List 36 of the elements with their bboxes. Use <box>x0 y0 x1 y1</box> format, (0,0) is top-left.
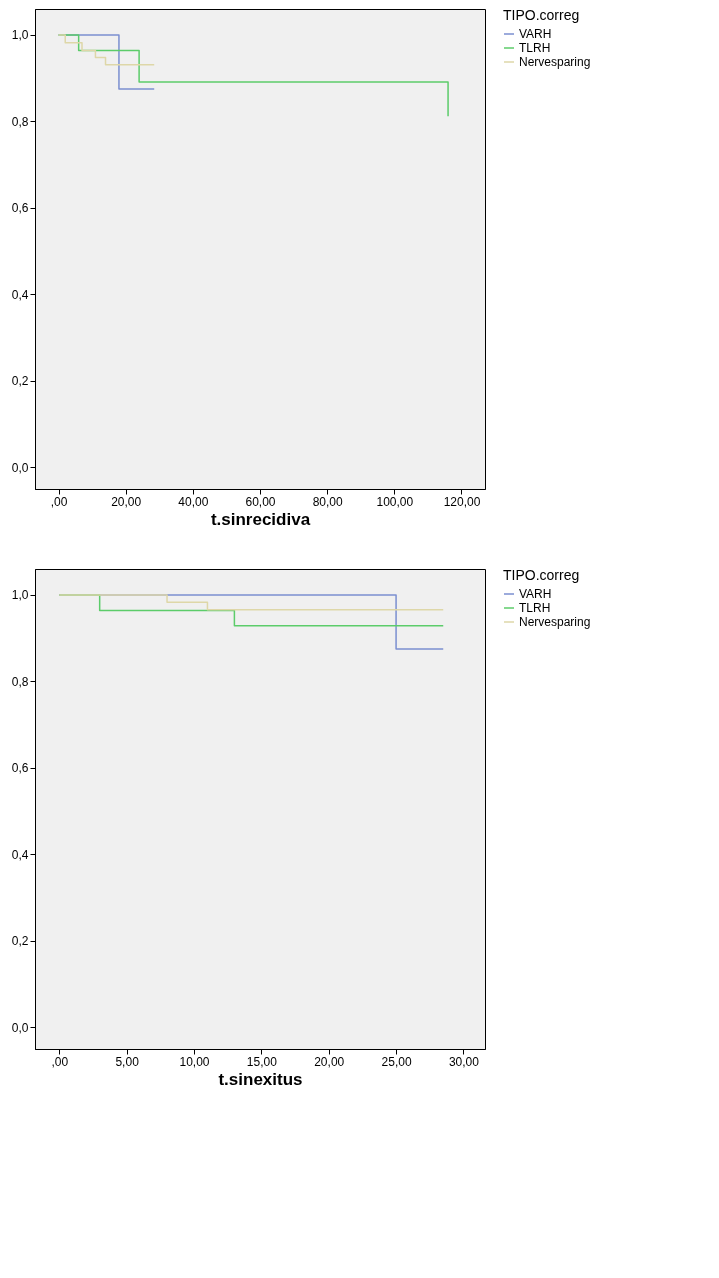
y-tick-label: 0,0 <box>11 460 29 475</box>
x-tick-label: 60,00 <box>245 494 276 509</box>
x-tick-label: 20,00 <box>111 494 142 509</box>
x-tick-label: 80,00 <box>312 494 343 509</box>
y-tick-label: 0,6 <box>11 201 29 216</box>
legend-label: Nervesparing <box>519 615 591 629</box>
legend-label: TLRH <box>519 601 551 615</box>
x-tick-label: 120,00 <box>443 494 481 509</box>
x-tick-label: 30,00 <box>448 1054 480 1069</box>
y-tick-label: 0,2 <box>11 934 29 949</box>
y-tick-label: 0,6 <box>11 761 29 776</box>
y-tick-label: 1,0 <box>11 28 29 43</box>
x-tick-label: 10,00 <box>179 1054 210 1069</box>
legend-label: TLRH <box>519 41 551 55</box>
x-tick-label: 25,00 <box>381 1054 412 1069</box>
y-tick-label: 0,4 <box>11 847 29 862</box>
x-axis-title: t.sinexitus <box>218 1069 303 1089</box>
y-tick-label: 0,8 <box>11 114 29 129</box>
x-tick-label: 100,00 <box>376 494 414 509</box>
y-tick-label: 0,4 <box>11 287 29 302</box>
y-tick-label: 0,2 <box>11 374 29 389</box>
x-tick-label: 15,00 <box>246 1054 278 1069</box>
x-axis-title: t.sinrecidiva <box>210 509 311 529</box>
legend-title: TIPO.correg <box>503 7 580 23</box>
legend-title: TIPO.correg <box>503 567 580 583</box>
x-tick-label: 5,00 <box>115 1054 140 1069</box>
x-tick-label: ,00 <box>51 1054 69 1069</box>
x-tick-label: ,00 <box>50 494 68 509</box>
legend-label: VARH <box>519 27 552 41</box>
y-tick-label: 1,0 <box>11 588 29 603</box>
legend-label: Nervesparing <box>519 55 591 69</box>
y-tick-label: 0,8 <box>11 674 29 689</box>
x-tick-label: 20,00 <box>314 1054 345 1069</box>
legend-label: VARH <box>519 587 552 601</box>
x-tick-label: 40,00 <box>178 494 209 509</box>
y-tick-label: 0,0 <box>11 1020 29 1035</box>
